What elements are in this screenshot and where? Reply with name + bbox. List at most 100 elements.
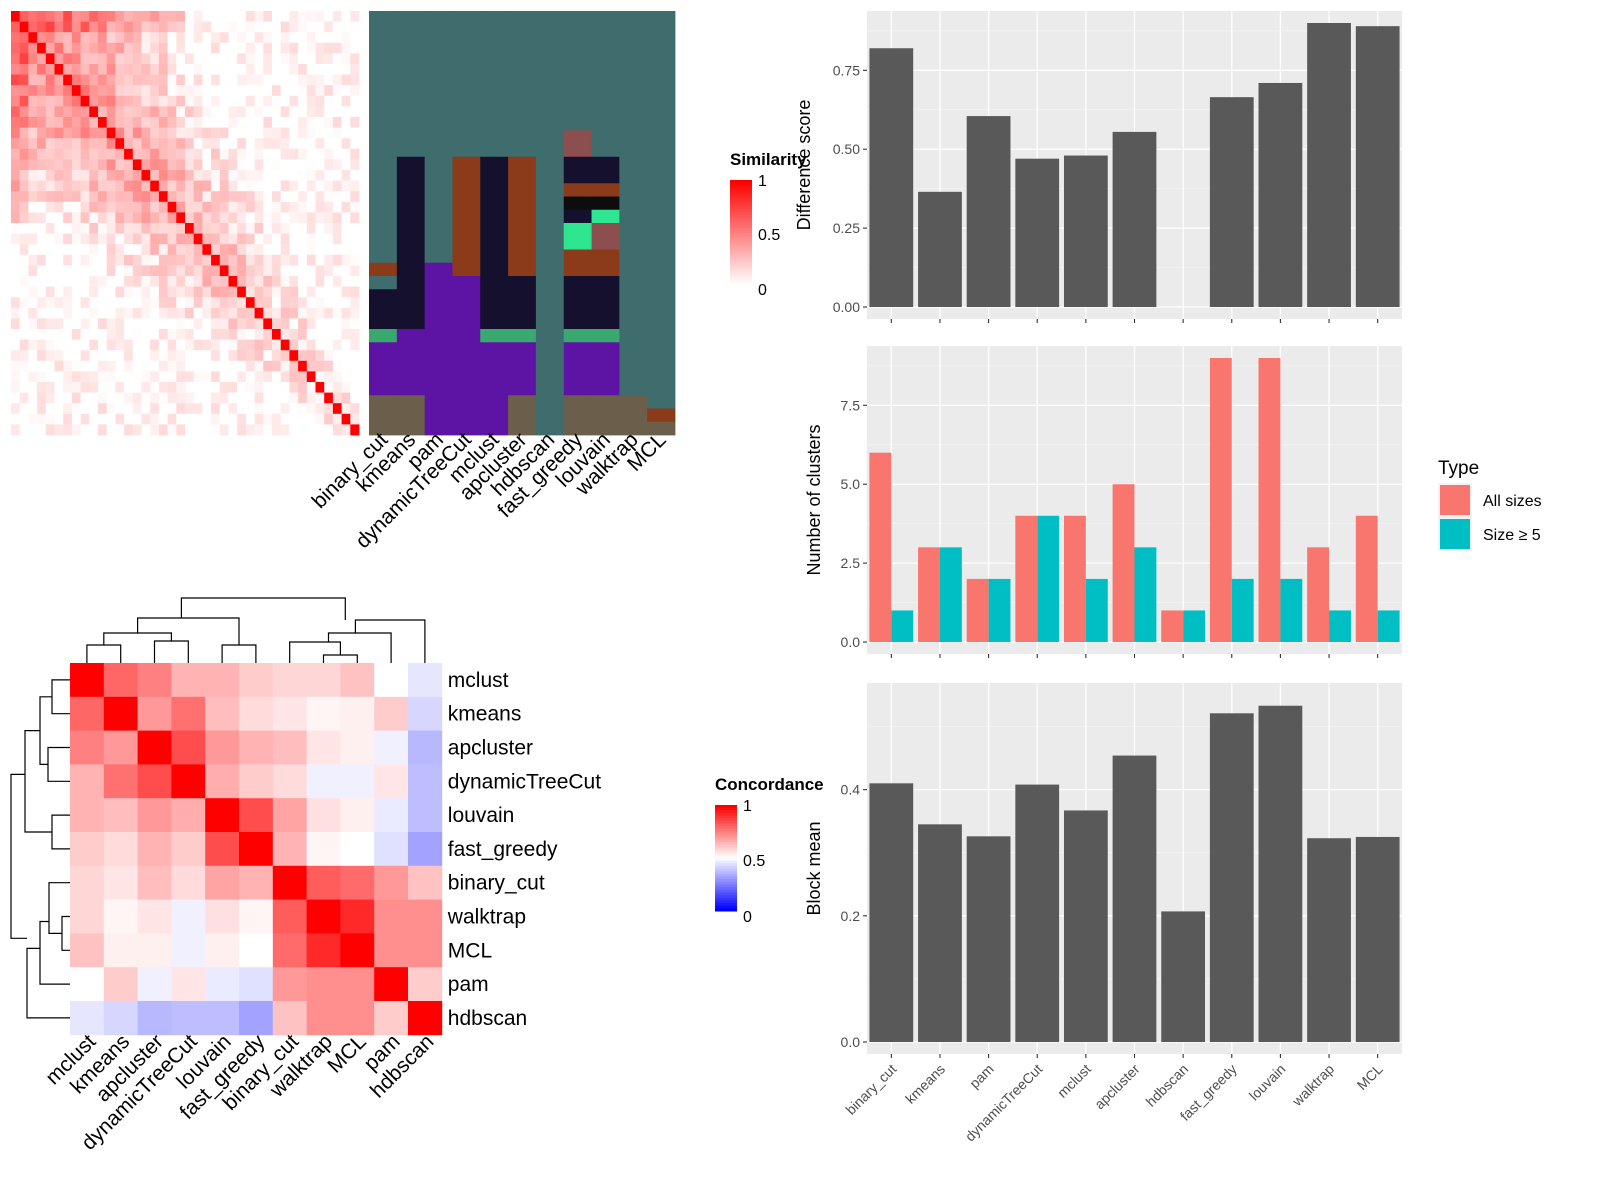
bar <box>918 824 962 1042</box>
similarity-cell <box>37 42 47 54</box>
similarity-cell <box>150 212 160 224</box>
similarity-cell <box>176 223 186 234</box>
similarity-cell <box>115 148 125 160</box>
similarity-legend-swatch <box>730 254 752 258</box>
similarity-cell <box>28 85 38 97</box>
similarity-cell <box>237 360 247 372</box>
similarity-cell <box>158 53 168 65</box>
left-dendrogram-branch <box>47 746 70 782</box>
similarity-cell <box>158 350 168 362</box>
similarity-cell <box>254 117 264 128</box>
similarity-cell <box>280 64 290 75</box>
similarity-cell <box>176 117 186 128</box>
similarity-cell <box>37 180 47 192</box>
similarity-cell <box>28 403 38 415</box>
similarity-cell <box>341 106 351 118</box>
similarity-cell <box>141 148 151 160</box>
concordance-cell <box>306 798 341 833</box>
bar-all-sizes <box>1209 358 1232 642</box>
concordance-cell <box>340 696 375 731</box>
similarity-cell <box>71 392 81 404</box>
similarity-cell <box>45 159 55 171</box>
concordance-cell <box>239 967 274 1002</box>
similarity-cell <box>211 21 221 33</box>
bar-all-sizes <box>1112 484 1135 642</box>
similarity-cell <box>63 233 73 245</box>
similarity-cell <box>132 85 142 97</box>
similarity-cell <box>71 413 81 425</box>
similarity-cell <box>11 339 21 351</box>
similarity-cell <box>19 85 29 97</box>
similarity-legend-swatch <box>730 209 752 213</box>
concordance-cell <box>306 832 341 867</box>
similarity-cell <box>306 138 316 150</box>
similarity-cell <box>263 392 273 404</box>
similarity-cell <box>185 53 195 65</box>
similarity-cell <box>141 392 151 404</box>
similarity-cell <box>158 170 168 181</box>
similarity-cell <box>11 413 21 425</box>
similarity-cell <box>141 170 151 181</box>
similarity-cell <box>298 382 308 393</box>
similarity-cell <box>37 276 47 287</box>
similarity-cell <box>115 170 125 181</box>
similarity-cell <box>132 212 142 224</box>
similarity-cell <box>98 212 108 224</box>
similarity-cell <box>19 127 29 139</box>
similarity-cell <box>306 95 316 107</box>
concordance-row-label: walktrap <box>447 906 526 929</box>
similarity-cell <box>350 297 360 309</box>
similarity-cell <box>141 297 151 309</box>
similarity-cell <box>228 148 238 160</box>
similarity-cell <box>219 307 229 319</box>
similarity-cell <box>54 85 64 97</box>
similarity-cell <box>237 276 247 287</box>
membership-cell <box>424 11 453 264</box>
similarity-cell <box>211 53 221 65</box>
similarity-cell <box>324 276 334 287</box>
similarity-cell <box>132 74 142 86</box>
membership-cell <box>369 289 398 330</box>
similarity-cell <box>167 286 177 298</box>
similarity-cell <box>124 360 134 372</box>
similarity-cell <box>45 244 55 256</box>
similarity-cell <box>306 53 316 65</box>
similarity-cell <box>132 244 142 256</box>
similarity-cell <box>254 286 264 298</box>
similarity-cell <box>280 21 290 33</box>
membership-cell <box>563 395 592 436</box>
membership-cell <box>563 183 592 197</box>
similarity-cell <box>132 265 142 277</box>
similarity-cell <box>19 424 29 436</box>
similarity-cell <box>298 42 308 54</box>
similarity-cell <box>185 339 195 351</box>
similarity-cell <box>332 254 342 266</box>
membership-cell <box>647 408 676 423</box>
similarity-cell <box>71 244 81 256</box>
similarity-cell <box>315 392 325 404</box>
y-tick-label: 0.0 <box>841 1034 861 1050</box>
similarity-cell <box>150 382 160 393</box>
concordance-cell <box>272 933 307 968</box>
similarity-cell <box>54 21 64 33</box>
similarity-cell <box>237 85 247 97</box>
similarity-cell <box>254 254 264 266</box>
similarity-cell <box>263 424 273 436</box>
similarity-cell <box>167 254 177 266</box>
similarity-cell <box>315 11 325 22</box>
similarity-cell <box>289 403 299 415</box>
similarity-cell <box>202 191 212 203</box>
y-axis-title: Number of clusters <box>804 424 824 575</box>
similarity-cell <box>98 106 108 118</box>
similarity-cell <box>211 64 221 75</box>
concordance-legend-swatch <box>715 847 737 851</box>
similarity-cell <box>141 201 151 213</box>
similarity-cell <box>254 371 264 383</box>
similarity-cell <box>11 276 21 287</box>
similarity-cell <box>176 85 186 97</box>
similarity-cell <box>298 413 308 425</box>
similarity-cell <box>332 64 342 75</box>
similarity-cell <box>45 127 55 139</box>
